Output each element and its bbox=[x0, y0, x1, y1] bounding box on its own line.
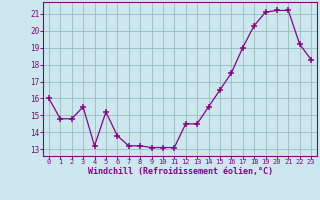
X-axis label: Windchill (Refroidissement éolien,°C): Windchill (Refroidissement éolien,°C) bbox=[87, 167, 273, 176]
